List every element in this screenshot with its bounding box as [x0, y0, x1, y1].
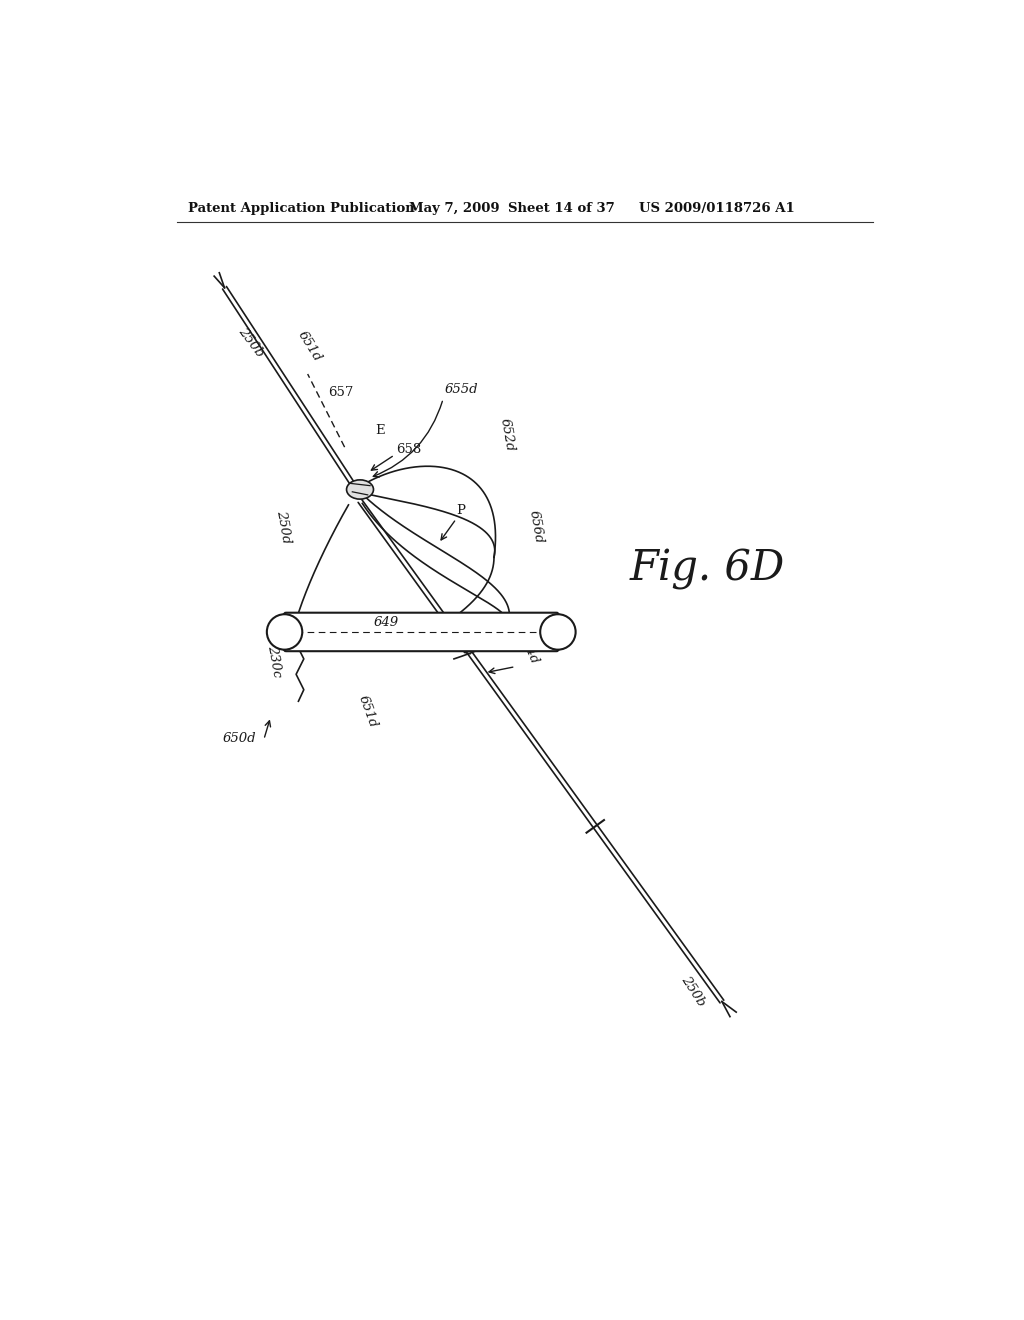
Text: 652d: 652d: [498, 417, 516, 453]
Text: 250d: 250d: [273, 510, 293, 545]
Text: 655d: 655d: [444, 383, 478, 396]
Ellipse shape: [346, 480, 374, 499]
Text: P: P: [457, 504, 465, 517]
Text: Fig. 6D: Fig. 6D: [630, 548, 784, 590]
Text: Patent Application Publication: Patent Application Publication: [188, 202, 415, 215]
Text: 230c: 230c: [265, 644, 284, 678]
Text: 658: 658: [396, 442, 422, 455]
Text: 657: 657: [328, 385, 353, 399]
Text: May 7, 2009: May 7, 2009: [410, 202, 500, 215]
Text: 649: 649: [373, 616, 398, 628]
Text: 250b: 250b: [679, 973, 708, 1008]
FancyBboxPatch shape: [284, 612, 559, 651]
Text: 654d: 654d: [515, 630, 541, 665]
Text: 650d: 650d: [223, 733, 257, 744]
Text: 659: 659: [497, 632, 521, 645]
Text: 250b: 250b: [237, 326, 266, 360]
Circle shape: [267, 614, 302, 649]
Text: 656d: 656d: [527, 510, 546, 545]
Text: US 2009/0118726 A1: US 2009/0118726 A1: [639, 202, 795, 215]
Circle shape: [541, 614, 575, 649]
Text: E: E: [376, 424, 385, 437]
Text: 651d: 651d: [295, 329, 324, 364]
Text: Sheet 14 of 37: Sheet 14 of 37: [508, 202, 614, 215]
Text: 651d: 651d: [355, 693, 379, 730]
